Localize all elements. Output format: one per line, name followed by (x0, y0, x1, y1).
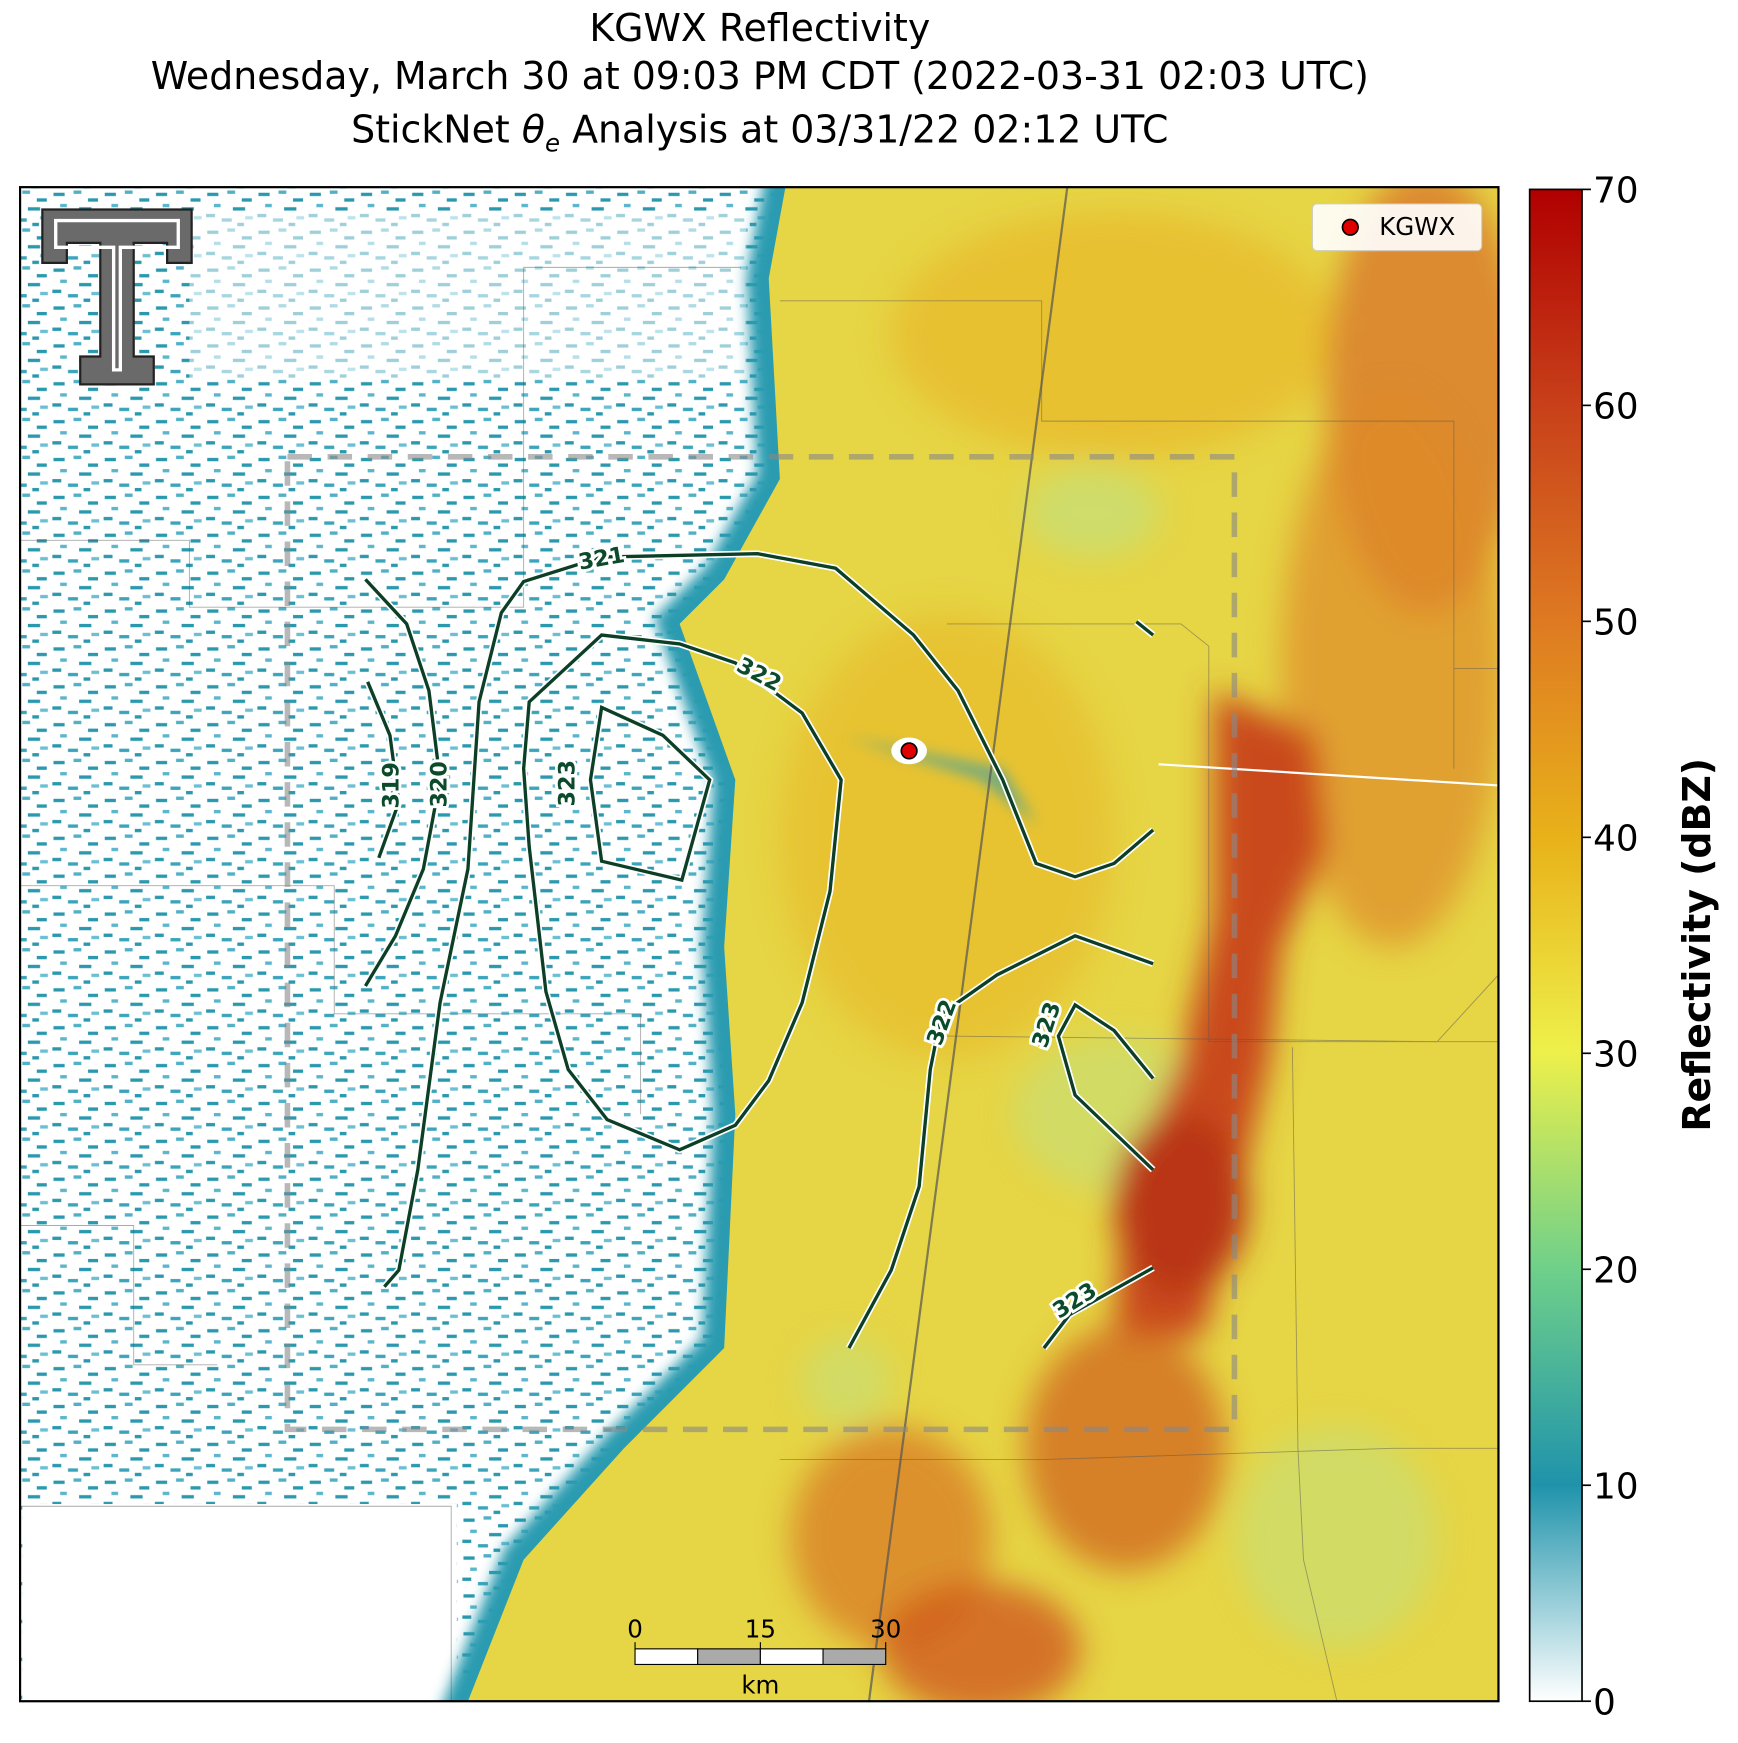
tick-label: 0 (1593, 1683, 1616, 1724)
legend-marker (1341, 218, 1359, 236)
text: StickNet (351, 108, 510, 152)
tick-label: 20 (1593, 1251, 1638, 1292)
contours: 319 320 321 322 323 322 323 323 (362, 539, 1156, 1351)
colorbar (1528, 188, 1583, 1703)
title: KGWX Reflectivity (589, 6, 930, 50)
subtitle: Wednesday, March 30 at 09:03 PM CDT (202… (151, 54, 1369, 98)
text: Analysis at 03/31/22 02:12 UTC (572, 108, 1168, 152)
scale-label: 30 (870, 1615, 901, 1644)
tick-label: 70 (1593, 171, 1638, 212)
scale-label: 15 (745, 1615, 776, 1644)
tick-label: 60 (1593, 387, 1638, 428)
text (560, 108, 572, 152)
tick-label: 10 (1593, 1467, 1638, 1508)
radar-site (900, 742, 918, 760)
legend-label: KGWX (1379, 212, 1455, 241)
radar-map: 319 320 321 322 323 322 323 323 KGWX 0 15… (20, 187, 1499, 1702)
tick-label: 30 (1593, 1035, 1638, 1076)
legend: KGWX (1311, 203, 1483, 252)
symbol: θ (522, 108, 545, 152)
colorbar-axis: 0 10 20 30 40 50 60 70 (1582, 171, 1639, 1724)
scale-bar: 0 15 30 km (627, 1615, 901, 1700)
scale-unit: km (741, 1670, 779, 1699)
scale-segment (759, 1648, 824, 1666)
scale-segment (822, 1648, 887, 1666)
tick-label: 50 (1593, 603, 1638, 644)
tick-label: 40 (1593, 819, 1638, 860)
contour-label: 319 (379, 762, 405, 808)
scale-segment (697, 1648, 761, 1666)
scale-segment (634, 1648, 699, 1666)
colorbar-label: Reflectivity (dBZ) (1675, 758, 1719, 1132)
contour-label: 320 (427, 761, 453, 807)
contour-label: 323 (555, 760, 581, 806)
map-frame (18, 186, 1500, 1703)
subtitle: StickNet θe Analysis at 03/31/22 02:12 U… (351, 108, 1168, 158)
logo (41, 208, 193, 386)
subscript: e (545, 129, 560, 158)
scale-label: 0 (627, 1615, 643, 1644)
